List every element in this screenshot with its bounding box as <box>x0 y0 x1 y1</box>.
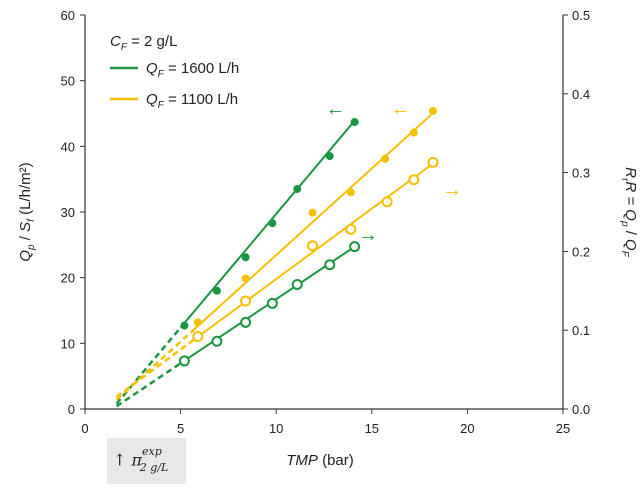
point-flux_1100 <box>409 128 418 137</box>
y-right-tick-label: 0.2 <box>572 244 590 259</box>
legend-header: CF = 2 g/L <box>110 33 177 53</box>
point-flux_1100 <box>308 208 317 217</box>
y-right-tick-label: 0.0 <box>572 402 590 417</box>
y-left-tick-label: 10 <box>61 336 75 351</box>
direction-arrow: → <box>358 224 378 246</box>
legend: CF = 2 g/L QF = 1600 L/h QF = 1100 L/h <box>110 33 239 111</box>
y-left-tick-label: 60 <box>61 8 75 23</box>
osmotic-pressure-box <box>107 438 186 484</box>
point-flux_1100 <box>241 274 250 283</box>
point-ratio_1600 <box>178 355 190 367</box>
legend-entry-1100: QF = 1100 L/h <box>146 91 238 111</box>
x-tick-label: 5 <box>177 421 184 436</box>
direction-arrow: → <box>442 179 462 201</box>
y-right-tick-label: 0.4 <box>572 87 590 102</box>
extrapolation-line-flux_1100 <box>115 328 195 401</box>
direction-arrow: ← <box>325 98 345 120</box>
x-tick-label: 10 <box>269 421 283 436</box>
point-flux_1100 <box>428 106 437 115</box>
point-flux_1600 <box>212 286 221 295</box>
y-right-tick-label: 0.5 <box>572 8 590 23</box>
y-left-tick-label: 30 <box>61 205 75 220</box>
x-tick-label: 25 <box>556 421 570 436</box>
point-ratio_1100 <box>408 174 420 186</box>
extrapolation-line-ratio_1100 <box>115 338 195 398</box>
point-ratio_1100 <box>240 295 252 307</box>
x-tick-label: 20 <box>460 421 474 436</box>
point-ratio_1600 <box>211 335 223 347</box>
direction-arrows: ← ← → → <box>325 98 462 246</box>
point-flux_1600 <box>180 321 189 330</box>
direction-arrow: ← <box>390 98 410 120</box>
fit-line-flux_1600 <box>179 120 356 329</box>
osmotic-pressure-label: ↑ πexp2 g/L <box>113 445 169 475</box>
y-right-tick-label: 0.3 <box>572 166 590 181</box>
fit-line-flux_1100 <box>193 114 432 331</box>
y-right-tick-label: 0.1 <box>572 323 590 338</box>
point-ratio_1600 <box>266 297 278 309</box>
point-flux_1600 <box>241 253 250 262</box>
data-points <box>178 106 439 367</box>
point-flux_1600 <box>350 118 359 127</box>
x-axis-title: TMP (bar) <box>286 452 354 469</box>
point-flux_1100 <box>381 154 390 163</box>
point-ratio_1100 <box>381 196 393 208</box>
y-axis-left-title: Qp / Sf (L/h/m²) <box>17 162 37 261</box>
point-ratio_1600 <box>349 241 361 253</box>
point-ratio_1100 <box>427 156 439 168</box>
point-flux_1600 <box>325 152 334 161</box>
point-flux_1100 <box>193 318 202 327</box>
point-ratio_1100 <box>192 331 204 343</box>
axes: 0 5 10 15 20 25 0 10 20 30 40 50 60 0.0 0.1 0.2 0.3 0.4 0.… <box>61 8 591 436</box>
y-axis-right-title: RrR = Qp / QF <box>619 167 639 258</box>
y-left-tick-label: 20 <box>61 271 75 286</box>
y-left-tick-label: 40 <box>61 139 75 154</box>
extrapolation-line-ratio_1600 <box>115 362 182 408</box>
extrapolation-line-flux_1600 <box>115 326 182 405</box>
point-ratio_1100 <box>345 223 357 235</box>
point-ratio_1600 <box>291 278 303 290</box>
x-tick-label: 0 <box>81 421 88 436</box>
point-flux_1600 <box>268 219 277 228</box>
point-ratio_1600 <box>324 259 336 271</box>
point-ratio_1100 <box>307 240 319 252</box>
point-flux_1600 <box>293 185 302 194</box>
legend-entry-1600: QF = 1600 L/h <box>146 60 239 80</box>
x-tick-label: 15 <box>365 421 379 436</box>
point-ratio_1600 <box>240 316 252 328</box>
y-left-tick-label: 50 <box>61 74 75 89</box>
y-left-tick-label: 0 <box>68 402 75 417</box>
point-flux_1100 <box>346 188 355 197</box>
